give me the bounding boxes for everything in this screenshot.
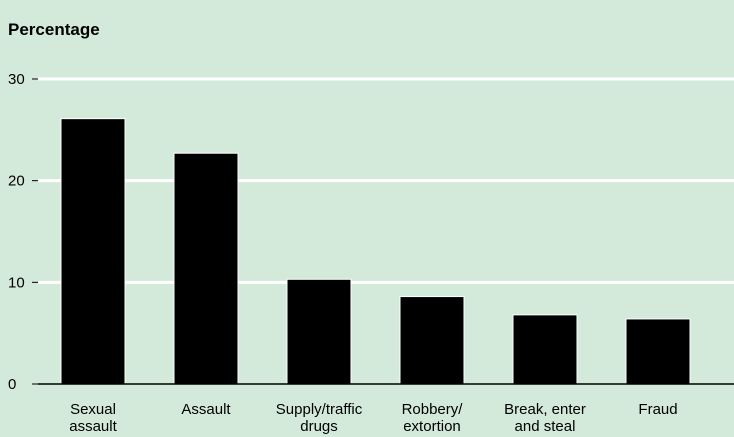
x-category-label: Robbery/extortion — [402, 401, 464, 435]
x-category-label-line: Robbery/ — [402, 401, 464, 418]
x-category-label-line: Supply/traffic — [276, 401, 363, 418]
bar — [286, 278, 352, 385]
y-tick-label: 30 — [8, 71, 25, 88]
x-category-label-line: Sexual — [70, 401, 116, 418]
x-category-label: Sexual assault — [69, 401, 117, 435]
bar — [399, 296, 465, 385]
bar — [173, 152, 239, 385]
y-tick-label: 20 — [8, 173, 25, 190]
x-category-label-line: drugs — [300, 418, 338, 435]
x-category-label: Break, enter and steal — [504, 401, 586, 435]
x-category-label-line: assault — [69, 418, 117, 435]
x-category-label-line: extortion — [403, 418, 461, 435]
bar — [625, 318, 691, 385]
x-category-label: Assault — [181, 401, 231, 418]
bars — [60, 118, 691, 385]
x-category-label-line: Fraud — [638, 401, 677, 418]
gridlines — [38, 77, 734, 284]
y-axis-label: Percentage — [8, 20, 100, 39]
y-tick-label: 10 — [8, 274, 25, 291]
x-category-label-line: Break, enter — [504, 401, 586, 418]
bar — [60, 118, 126, 385]
x-category-label: Supply/traffic drugs — [276, 401, 363, 435]
x-category-label: Fraud — [638, 401, 677, 418]
category-labels: Sexual assault Assault Supply/traffic drugs R… — [69, 401, 677, 435]
x-category-label-line: and steal — [515, 418, 576, 435]
y-tick-label: 0 — [8, 376, 16, 393]
y-axis-ticks: 0 10 20 30 — [8, 71, 38, 393]
bar — [512, 314, 578, 385]
x-category-label-line: Assault — [181, 401, 231, 418]
